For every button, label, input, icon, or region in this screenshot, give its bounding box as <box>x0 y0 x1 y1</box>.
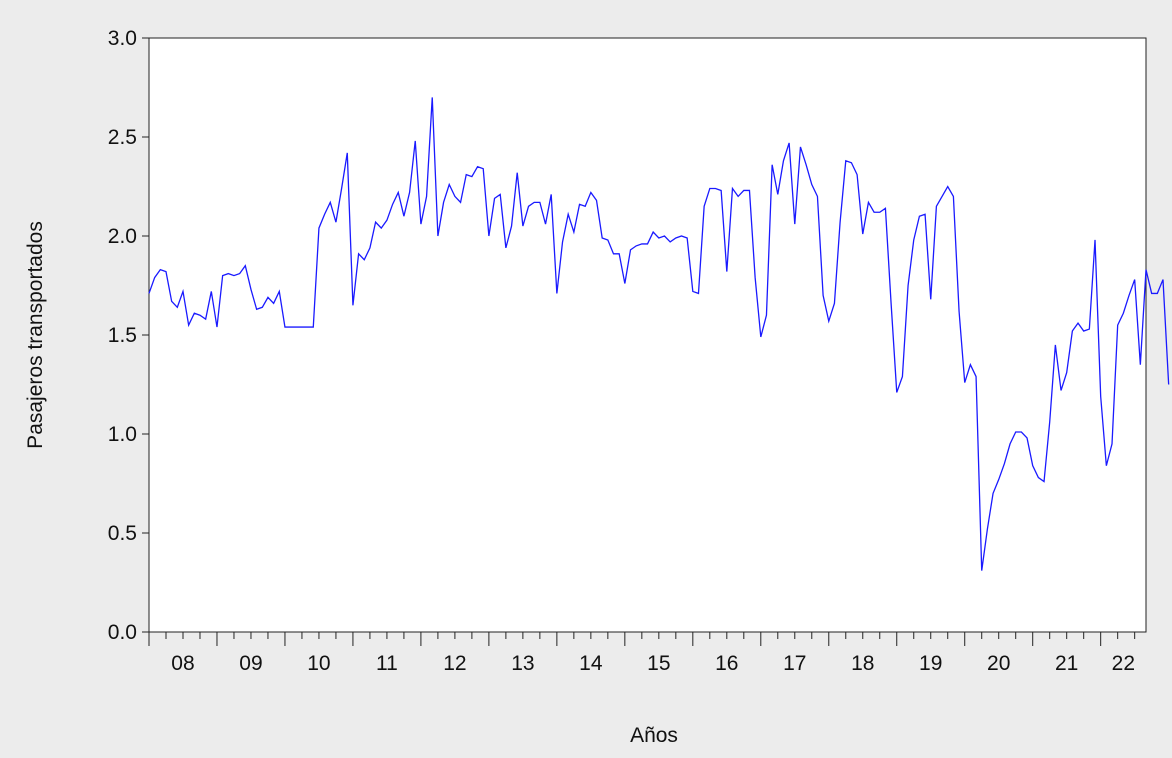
y-tick-label: 2.0 <box>108 225 137 248</box>
x-tick-label: 12 <box>443 652 466 675</box>
x-tick-label: 20 <box>987 652 1010 675</box>
x-tick-label: 21 <box>1055 652 1078 675</box>
y-tick-label: 3.0 <box>108 27 137 50</box>
x-tick-label: 15 <box>647 652 670 675</box>
x-tick-label: 11 <box>376 652 398 675</box>
y-axis-title: Pasajeros transportados <box>24 221 47 449</box>
x-tick-label: 17 <box>783 652 806 675</box>
x-tick-label: 22 <box>1112 652 1135 675</box>
y-tick-label: 0.0 <box>108 621 137 644</box>
series-line <box>148 97 1170 571</box>
x-tick-label: 14 <box>579 652 603 675</box>
x-tick-label: 10 <box>307 652 330 675</box>
y-tick-label: 0.5 <box>108 522 137 545</box>
x-tick-label: 16 <box>715 652 738 675</box>
x-tick-label: 09 <box>239 652 262 675</box>
x-tick-label: 18 <box>851 652 874 675</box>
x-axis-title: Años <box>630 724 678 747</box>
x-tick-label: 08 <box>171 652 194 675</box>
x-tick-label: 19 <box>919 652 942 675</box>
plot-area <box>148 37 1147 633</box>
x-axis: 08 09 10 11 12 13 14 15 16 17 18 19 20 21 22 <box>148 632 1136 675</box>
y-tick-label: 1.5 <box>108 324 137 347</box>
y-tick-label: 2.5 <box>108 126 137 149</box>
y-axis: 0.0 0.5 1.0 1.5 2.0 2.5 3.0 <box>108 27 149 644</box>
y-tick-label: 1.0 <box>108 423 137 446</box>
x-tick-label: 13 <box>511 652 534 675</box>
